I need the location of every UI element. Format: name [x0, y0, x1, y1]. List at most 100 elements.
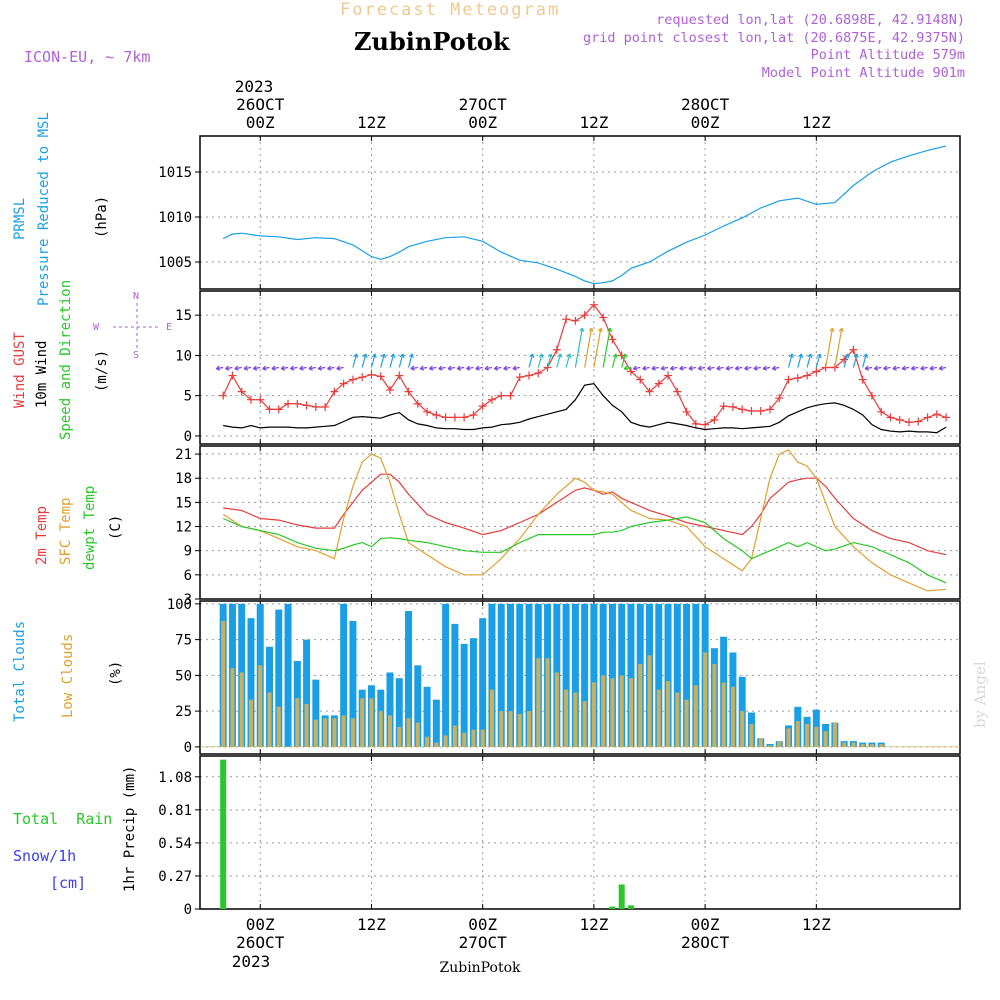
gust-point: [469, 411, 478, 420]
total-cloud-bar: [414, 665, 422, 747]
wind-arrow-head: [566, 353, 572, 358]
low-cloud-bar: [582, 701, 587, 747]
wind-arrow-head: [362, 353, 368, 358]
low-cloud-bar: [814, 726, 819, 747]
wind-direction-arrow: [503, 366, 511, 370]
y-tick-label: 0: [184, 902, 192, 918]
low-cloud-bar: [768, 745, 772, 747]
total-cloud-bar: [664, 603, 672, 747]
gust-point: [423, 407, 432, 416]
wind-arrow-head: [529, 353, 535, 358]
total-cloud-bar: [516, 603, 524, 747]
panels: 1005101010150510153691215182102550751000…: [158, 135, 961, 918]
wind-direction-arrow: [225, 366, 233, 370]
wind-direction-arrow: [556, 353, 562, 368]
low-cloud-bar: [795, 721, 800, 747]
total-cloud-bar: [303, 639, 311, 747]
wind-direction-arrow: [584, 328, 593, 368]
gust-point: [571, 316, 580, 325]
series-prmsl: [222, 145, 947, 285]
axis-label-line2: 00Z: [468, 113, 497, 132]
y-tick-label: 0.54: [158, 836, 192, 852]
panel-frame: [199, 290, 961, 445]
gust-point: [265, 405, 274, 414]
y-tick-label: 0.27: [158, 869, 192, 885]
gust-point: [386, 386, 394, 395]
temp-dewpt-label: dewpt Temp: [82, 486, 98, 570]
low-cloud-bar: [777, 741, 782, 747]
gust-point: [237, 387, 246, 396]
low-cloud-bar: [527, 711, 532, 747]
low-cloud-bar: [230, 668, 235, 747]
wind-arrow-head: [547, 353, 553, 358]
low-cloud-bar: [267, 692, 272, 747]
total-cloud-bar: [618, 603, 626, 747]
low-cloud-bar: [656, 689, 661, 747]
series-2m-temp: [223, 473, 947, 556]
wind-arrow-head: [579, 327, 585, 333]
wind-arrow-head: [447, 365, 452, 371]
low-cloud-bar: [573, 692, 578, 747]
low-cloud-bar: [601, 675, 606, 747]
low-cloud-bar: [712, 663, 717, 747]
low-cloud-bar: [823, 731, 828, 747]
panel-frame: [199, 135, 961, 290]
wind-direction-arrow: [537, 353, 543, 368]
wind-direction-arrow: [602, 328, 611, 368]
y-tick-label: 1.08: [158, 770, 192, 786]
wind-arrow-head: [623, 365, 629, 371]
low-cloud-bar: [564, 689, 569, 747]
panel-temp: 3 6 9 12 15 18 21: [175, 445, 961, 608]
wind-arrow-head: [308, 365, 313, 371]
gust-point: [478, 402, 487, 411]
low-cloud-bar: [628, 678, 633, 747]
gust-point: [358, 373, 367, 382]
pressure-reduced-label: Pressure Reduced to MSL: [36, 112, 52, 306]
y-tick-label: 15: [175, 308, 192, 324]
wind-arrow-head: [557, 353, 563, 358]
wind-arrow-head: [475, 365, 480, 371]
gust-point: [766, 405, 774, 414]
wind-arrow-head: [299, 365, 304, 371]
wind-arrow-head: [873, 365, 879, 371]
wind-direction-arrow: [494, 366, 502, 370]
gust-point: [487, 395, 496, 404]
wind-direction-arrow: [546, 353, 552, 368]
axis-label-line2: 00Z: [691, 113, 720, 132]
axis-label-line1: 27OCT: [459, 95, 508, 114]
wind-arrow-head: [484, 365, 490, 371]
gust-point: [867, 391, 876, 400]
total-cloud-bar: [469, 638, 477, 747]
panel-wind: 0 5 10 15: [175, 290, 961, 445]
wind-direction-arrow: [725, 366, 734, 370]
wind-arrow-head: [642, 365, 647, 371]
wind-direction-arrow: [623, 366, 632, 370]
total-cloud-bar: [581, 603, 589, 747]
y-tick-label: 100: [167, 597, 192, 613]
wind-arrow-head: [929, 365, 934, 371]
wind-arrow-head: [670, 365, 675, 371]
wind-direction-arrow: [716, 366, 724, 370]
axis-label-line2: 28OCT: [681, 933, 730, 952]
total-cloud-bar: [275, 609, 283, 747]
gust-point: [580, 311, 589, 320]
axis-label-line2: 12Z: [802, 113, 831, 132]
wind-direction-arrow: [753, 366, 761, 370]
wind-arrow-head: [429, 365, 434, 371]
wind-direction-arrow: [679, 366, 687, 370]
top-year: 2023: [235, 77, 274, 96]
low-cloud-bar: [332, 718, 337, 747]
wind-direction-arrow: [892, 366, 900, 370]
low-cloud-bar: [443, 735, 448, 747]
wind-direction-arrow: [670, 366, 678, 370]
total-cloud-bar: [655, 603, 663, 747]
total-cloud-bar: [460, 643, 468, 747]
y-tick-label: 21: [175, 447, 192, 463]
wind-arrow-head: [466, 365, 471, 371]
gust-point: [636, 375, 645, 384]
gust-point: [719, 402, 728, 411]
gust-point: [450, 413, 459, 422]
low-cloud-bar: [276, 706, 281, 747]
